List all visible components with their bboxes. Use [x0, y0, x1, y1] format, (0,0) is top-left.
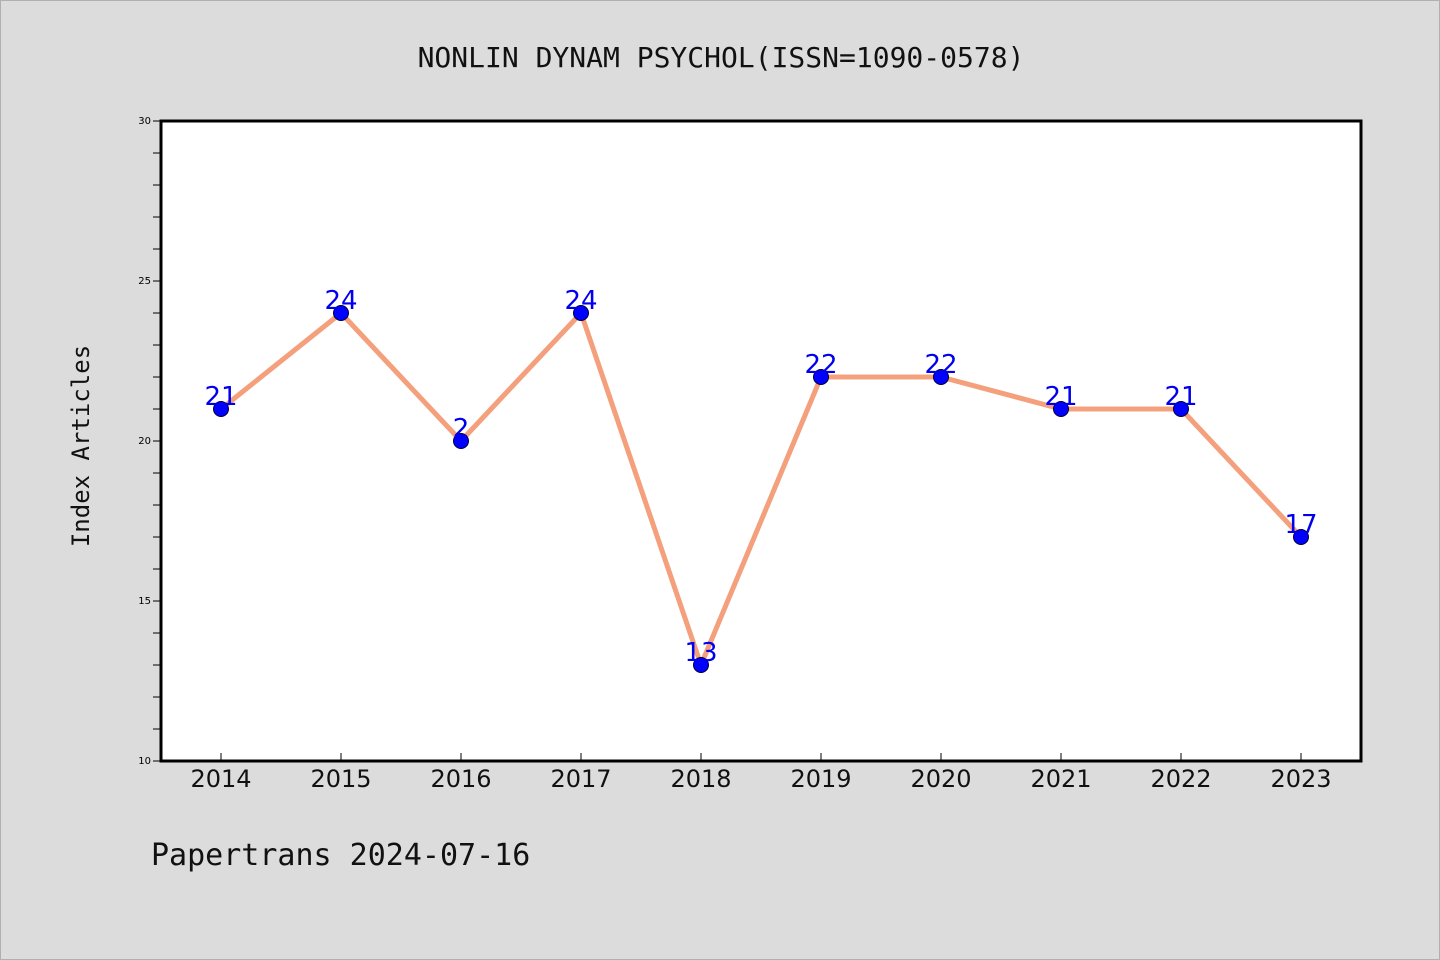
- y-tick-label: 15: [138, 596, 151, 607]
- y-axis: 10 15 20 25 30: [138, 116, 161, 767]
- data-label: 22: [924, 350, 957, 380]
- data-label: 24: [324, 286, 357, 316]
- data-label: 13: [684, 638, 717, 668]
- x-tick-label: 2014: [190, 765, 251, 793]
- data-point: [573, 305, 589, 321]
- footer-watermark: Papertrans 2024-07-16: [151, 838, 530, 873]
- data-label: 21: [1164, 382, 1197, 412]
- x-tick-label: 2020: [910, 765, 971, 793]
- data-point: [1173, 401, 1189, 417]
- data-point: [813, 369, 829, 385]
- data-markers: [213, 305, 1309, 673]
- data-point: [693, 657, 709, 673]
- data-point: [1293, 529, 1309, 545]
- y-tick-label: 30: [138, 116, 151, 127]
- y-tick-label: 20: [138, 436, 151, 447]
- x-tick-label: 2021: [1030, 765, 1091, 793]
- x-tick-label: 2022: [1150, 765, 1211, 793]
- data-label: 21: [1044, 382, 1077, 412]
- data-point: [213, 401, 229, 417]
- data-label: 24: [564, 286, 597, 316]
- series-line: [218, 310, 1304, 668]
- x-tick-label: 2018: [670, 765, 731, 793]
- x-axis: 2014 2015 2016 2017 2018 2019 2020 2021 2022 2023: [190, 753, 1332, 793]
- chart-title: NONLIN DYNAM PSYCHOL(ISSN=1090-0578): [418, 41, 1025, 74]
- data-point: [1053, 401, 1069, 417]
- y-axis-label: Index Articles: [67, 345, 95, 547]
- y-tick-label: 10: [138, 756, 151, 767]
- data-labels: 21 24 2 24 13 22 22 21 21 17: [204, 286, 1317, 668]
- data-label: 17: [1284, 510, 1317, 540]
- x-tick-label: 2015: [310, 765, 371, 793]
- data-point: [333, 305, 349, 321]
- x-tick-label: 2023: [1270, 765, 1331, 793]
- y-tick-label: 25: [138, 276, 151, 287]
- data-point: [453, 433, 469, 449]
- x-tick-label: 2019: [790, 765, 851, 793]
- data-point: [933, 369, 949, 385]
- x-tick-label: 2016: [430, 765, 491, 793]
- data-label: 2: [453, 414, 470, 444]
- x-tick-label: 2017: [550, 765, 611, 793]
- plot-area: [159, 119, 1363, 763]
- data-label: 21: [204, 382, 237, 412]
- data-label: 22: [804, 350, 837, 380]
